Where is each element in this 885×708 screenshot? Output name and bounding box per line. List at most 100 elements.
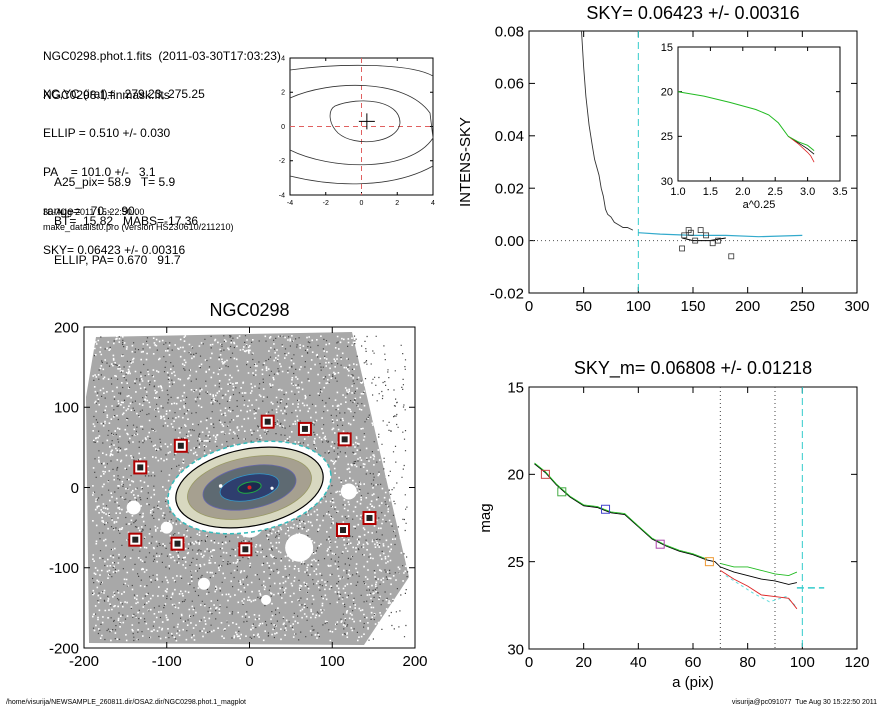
mask-star <box>177 442 184 449</box>
contour-ytick-label: 4 <box>281 55 285 62</box>
mag-ytick-label: 30 <box>507 641 524 658</box>
galaxy-nucleus <box>247 485 252 490</box>
sky-point <box>692 237 699 244</box>
image-ytick-label: 200 <box>54 319 79 336</box>
mask-star <box>242 546 249 553</box>
galaxy <box>167 440 332 535</box>
mag-ytick-label: 15 <box>507 379 524 396</box>
header-line-1: NGC0298.phot.1.fits (2011-03-30T17:03:23… <box>43 49 281 63</box>
sky-point <box>715 237 722 244</box>
inset-xtick-label: 3.0 <box>800 186 815 198</box>
header-pa: PA = 101.0 +/- 3.1 <box>43 165 156 179</box>
galaxy-star <box>218 484 223 488</box>
image-mask-blob <box>340 483 357 500</box>
sky-xtick-label: 100 <box>626 298 651 315</box>
contour-ytick-label: -2 <box>279 158 285 165</box>
mag-point <box>557 487 567 497</box>
sky-point <box>709 240 716 247</box>
header-bt: BT= 15.82 MABS=-17.36 <box>54 214 199 228</box>
contour-ytick-label: 0 <box>281 124 285 131</box>
mask-star <box>264 418 271 425</box>
image-xtick-label: 100 <box>320 653 345 670</box>
mag-xtick-label: 40 <box>630 654 647 671</box>
sky-xtick-label: 250 <box>790 298 815 315</box>
image-mask-blob <box>197 577 210 590</box>
mag-green-inner-series <box>534 462 707 560</box>
image-title: NGC0298 <box>209 300 289 320</box>
mag-ytick-label: 20 <box>507 467 524 484</box>
sky-ytick-label: -0.02 <box>490 285 524 302</box>
inset-red-series <box>787 135 815 163</box>
sky-ytick-label: 0.02 <box>495 180 524 197</box>
mag-green-series <box>720 562 798 577</box>
sky-profile-series <box>581 30 634 231</box>
image-xtick-label: -200 <box>69 653 99 670</box>
contour-xtick-label: 2 <box>395 200 399 207</box>
header-range: range= 70.- 90. <box>43 204 139 218</box>
image-mask-blob <box>126 500 141 515</box>
mag-xtick-label: 120 <box>844 654 869 671</box>
contour-ytick-label: 2 <box>281 90 285 97</box>
header-sky: SKY= 0.06423 +/- 0.00316 <box>43 243 186 257</box>
inset-green-series <box>677 91 815 151</box>
sky-xtick-label: 200 <box>735 298 760 315</box>
sky-ytick-label: 0.00 <box>495 233 524 250</box>
mag-point <box>704 557 714 567</box>
inset-xtick-label: 2.0 <box>735 186 750 198</box>
sky-title: SKY= 0.06423 +/- 0.00316 <box>586 3 799 23</box>
image-mask-blob <box>160 521 173 534</box>
contour-xtick-label: -2 <box>323 200 329 207</box>
inset-ytick-label: 30 <box>661 176 673 188</box>
mag-black-series <box>534 463 797 585</box>
header-derived: A25_pix= 58.9 T= 5.9 BT= 15.82 MABS=-17.… <box>54 150 198 280</box>
mask-star <box>301 425 308 432</box>
image-ytick-label: 0 <box>71 480 79 497</box>
inset-bg <box>678 47 840 181</box>
header-a25: A25_pix= 58.9 T= 5.9 <box>54 175 176 189</box>
mag-xlabel: a (pix) <box>672 674 714 691</box>
mag-title: SKY_m= 0.06808 +/- 0.01218 <box>574 358 812 379</box>
inset-xtick-label: 1.0 <box>670 186 685 198</box>
sky-point <box>697 227 704 234</box>
sky-ytick-label: 0.06 <box>495 76 524 93</box>
sky-xtick-label: 50 <box>575 298 592 315</box>
inset-xtick-label: 3.5 <box>832 186 847 198</box>
mag-xtick-label: 0 <box>525 654 533 671</box>
image-ytick-label: -100 <box>49 560 79 577</box>
sky-point <box>703 232 710 239</box>
image-ytick-label: -200 <box>49 640 79 657</box>
inset-xlabel: a^0.25 <box>743 199 776 211</box>
contour-xtick-label: -4 <box>287 200 293 207</box>
contour-ytick-label: -4 <box>279 192 285 199</box>
inset-xtick-label: 2.5 <box>768 186 783 198</box>
image-mask-blob <box>261 594 272 605</box>
mag-point <box>540 469 550 479</box>
image-mask-blob <box>285 533 314 562</box>
sky-xtick-label: 0 <box>525 298 533 315</box>
sky-point <box>728 253 735 260</box>
mask-star <box>341 436 348 443</box>
mask-star <box>340 527 347 534</box>
inset-ytick-label: 25 <box>661 131 673 143</box>
image-ytick-label: 100 <box>54 400 79 417</box>
mag-ytick-label: 25 <box>507 554 524 571</box>
mag-point <box>655 539 665 549</box>
mag-xtick-label: 20 <box>575 654 592 671</box>
sky-point <box>685 227 692 234</box>
sky-black-series <box>681 237 726 242</box>
contour-xtick-label: 4 <box>431 200 435 207</box>
footer-user: visurija@pc091077 Tue Aug 30 15:22:50 20… <box>731 699 877 706</box>
sky-xtick-label: 300 <box>844 298 869 315</box>
mag-frame <box>528 386 858 650</box>
header-line-2: NGC0298.1.finmask.fits <box>43 88 170 102</box>
sky-ylabel: INTENS-SKY <box>457 117 474 207</box>
inset-xtick-label: 1.5 <box>703 186 718 198</box>
sky-point <box>681 232 688 239</box>
sky-point <box>679 245 685 252</box>
header-params: XC,YC (iraf)= 279.23, 275.25 ELLIP = 0.5… <box>43 62 205 270</box>
mag-xtick-label: 80 <box>739 654 756 671</box>
mask-star <box>137 464 144 471</box>
inset-ytick-label: 20 <box>661 87 673 99</box>
mask-star <box>132 536 139 543</box>
